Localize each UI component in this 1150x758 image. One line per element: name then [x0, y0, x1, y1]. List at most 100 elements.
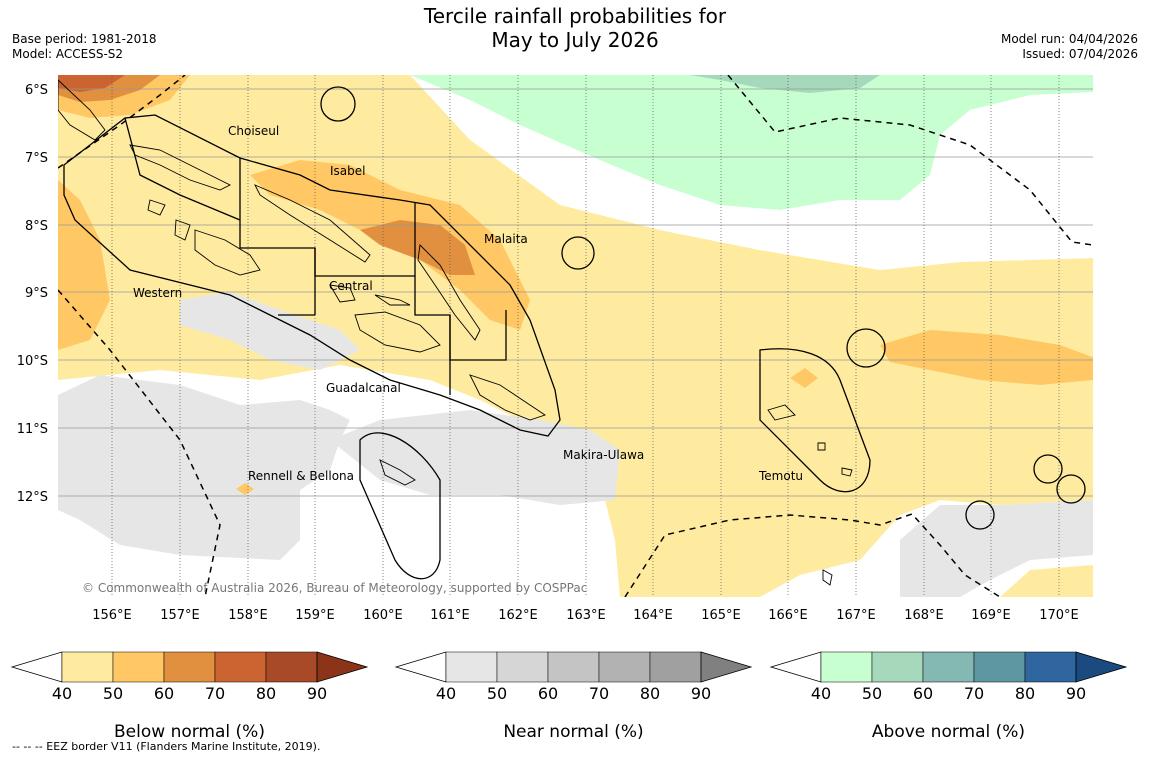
- island-outlines: [58, 79, 853, 586]
- colorbar-2-segment-4: [1024, 651, 1077, 683]
- longitude-gridlines: [111, 75, 1060, 597]
- title-line-1: Tercile rainfall probabilities for: [423, 4, 727, 28]
- colorbar-2-label: Above normal (%): [872, 722, 1025, 740]
- colorbar-2-tick-40: 40: [811, 684, 831, 703]
- lon-label-166e: 166°E: [768, 608, 808, 623]
- lon-label-170e: 170°E: [1039, 608, 1079, 623]
- below-normal-40-50-east: [1000, 565, 1093, 597]
- colorbar-0-segment-1: [112, 651, 165, 683]
- colorbar-1-segment-4: [649, 651, 702, 683]
- meta-left: Base period: 1981-2018 Model: ACCESS-S2: [12, 32, 157, 62]
- colorbar-1-segment-2: [547, 651, 600, 683]
- colorbar-1-under-triangle: [394, 651, 447, 683]
- colorbar-0-over-triangle: [316, 651, 369, 683]
- province-label-makira-ulawa: Makira-Ulawa: [563, 448, 644, 462]
- latitude-labels: 6°S 7°S 8°S 9°S 10°S 11°S 12°S: [17, 83, 48, 505]
- colorbar-2-segment-0: [820, 651, 873, 683]
- lon-label-163e: 163°E: [566, 608, 606, 623]
- no-dominant-band: [600, 170, 1093, 270]
- colorbar-1-over-triangle: [700, 651, 753, 683]
- colorbar-0-segment-2: [163, 651, 216, 683]
- map-panel: Choiseul Isabel Malaita Central Western …: [58, 75, 1093, 597]
- colorbar-2-under-triangle: [769, 651, 822, 683]
- below-normal-50-60-west: [58, 180, 110, 350]
- colorbar-1-tick-50: 50: [487, 684, 507, 703]
- province-label-malaita: Malaita: [484, 232, 528, 246]
- near-normal-40-50-north: [180, 292, 360, 370]
- colorbar-2-segment-3: [973, 651, 1026, 683]
- lat-label-7s: 7°S: [25, 151, 48, 166]
- eez-legend-note: -- -- -- EEZ border V11 (Flanders Marine…: [12, 740, 321, 753]
- colorbar-2-segment-1: [871, 651, 924, 683]
- colorbar-2: 40 50 60 70 80 90 Above normal (%): [769, 651, 1128, 740]
- lat-label-6s: 6°S: [25, 83, 48, 98]
- colorbar-1-tick-80: 80: [640, 684, 660, 703]
- model-run: Model run: 04/04/2026: [1000, 32, 1138, 46]
- title-line-2: May to July 2026: [491, 28, 659, 52]
- lon-label-159e: 159°E: [295, 608, 335, 623]
- colorbar-1-segment-3: [598, 651, 651, 683]
- colorbar-1-label: Near normal (%): [503, 722, 643, 740]
- province-label-isabel: Isabel: [330, 164, 365, 178]
- colorbar-0: 40 50 60 70 80 90 Below normal (%): [10, 651, 369, 740]
- lon-label-160e: 160°E: [363, 608, 403, 623]
- province-label-guadalcanal: Guadalcanal: [326, 381, 401, 395]
- lat-label-8s: 8°S: [25, 219, 48, 234]
- near-normal-40-50-central: [330, 410, 620, 505]
- lon-label-165e: 165°E: [701, 608, 741, 623]
- province-label-western: Western: [133, 286, 182, 300]
- lon-label-162e: 162°E: [498, 608, 538, 623]
- lat-label-10s: 10°S: [17, 354, 48, 369]
- colorbar-0-tick-70: 70: [205, 684, 225, 703]
- colorbar-1-tick-40: 40: [436, 684, 456, 703]
- colorbar-2-over-triangle: [1075, 651, 1128, 683]
- colorbar-0-tick-90: 90: [307, 684, 327, 703]
- colorbar-2-tick-90: 90: [1066, 684, 1086, 703]
- colorbar-0-segment-3: [214, 651, 267, 683]
- below-normal-50-60-temotu: [790, 368, 818, 388]
- base-period: Base period: 1981-2018: [12, 32, 157, 46]
- province-label-temotu: Temotu: [758, 469, 803, 483]
- issued-date: Issued: 07/04/2026: [1022, 47, 1138, 61]
- lon-label-156e: 156°E: [92, 608, 132, 623]
- colorbar-0-tick-60: 60: [154, 684, 174, 703]
- province-label-rennell-bellona: Rennell & Bellona: [248, 469, 354, 483]
- lon-label-168e: 168°E: [904, 608, 944, 623]
- province-labels: Choiseul Isabel Malaita Central Western …: [133, 124, 803, 483]
- colorbar-0-tick-40: 40: [52, 684, 72, 703]
- near-normal-40-50-west: [58, 375, 350, 560]
- lon-label-164e: 164°E: [633, 608, 673, 623]
- near-normal-40-50-southeast: [900, 500, 1093, 597]
- colorbar-2-tick-60: 60: [913, 684, 933, 703]
- below-normal-50-60-east: [880, 330, 1093, 385]
- lat-label-11s: 11°S: [17, 422, 48, 437]
- colorbar-1: 40 50 60 70 80 90 Near normal (%): [394, 651, 753, 740]
- lat-label-12s: 12°S: [17, 490, 48, 505]
- copyright-text: © Commonwealth of Australia 2026, Bureau…: [82, 581, 587, 595]
- colorbar-0-segment-0: [61, 651, 114, 683]
- colorbar-2-tick-50: 50: [862, 684, 882, 703]
- lat-label-9s: 9°S: [25, 286, 48, 301]
- map-title: Tercile rainfall probabilities for May t…: [0, 4, 1150, 52]
- province-boundaries: [63, 86, 1086, 580]
- colorbar-1-segment-0: [445, 651, 498, 683]
- lon-label-157e: 157°E: [160, 608, 200, 623]
- below-normal-70-80-northwest: [58, 75, 125, 92]
- colorbar-0-tick-50: 50: [103, 684, 123, 703]
- longitude-labels: 156°E 157°E 158°E 159°E 160°E 161°E 162°…: [92, 608, 1079, 623]
- colorbar-legend: 40 50 60 70 80 90 Below normal (%) 40 50 60 70 80 90…: [10, 651, 1128, 740]
- model-name: Model: ACCESS-S2: [12, 47, 124, 61]
- below-normal-50-60-rennell: [236, 483, 254, 495]
- colorbar-1-tick-60: 60: [538, 684, 558, 703]
- colorbar-2-tick-80: 80: [1015, 684, 1035, 703]
- below-normal-60-70-malaita: [360, 220, 475, 275]
- meta-right: Model run: 04/04/2026 Issued: 07/04/2026: [1001, 32, 1138, 62]
- province-label-choiseul: Choiseul: [228, 124, 279, 138]
- lon-label-158e: 158°E: [228, 608, 268, 623]
- colorbar-2-tick-70: 70: [964, 684, 984, 703]
- latitude-gridlines: [58, 88, 1093, 497]
- colorbar-1-tick-70: 70: [589, 684, 609, 703]
- province-label-central: Central: [329, 279, 373, 293]
- colorbar-2-segment-2: [922, 651, 975, 683]
